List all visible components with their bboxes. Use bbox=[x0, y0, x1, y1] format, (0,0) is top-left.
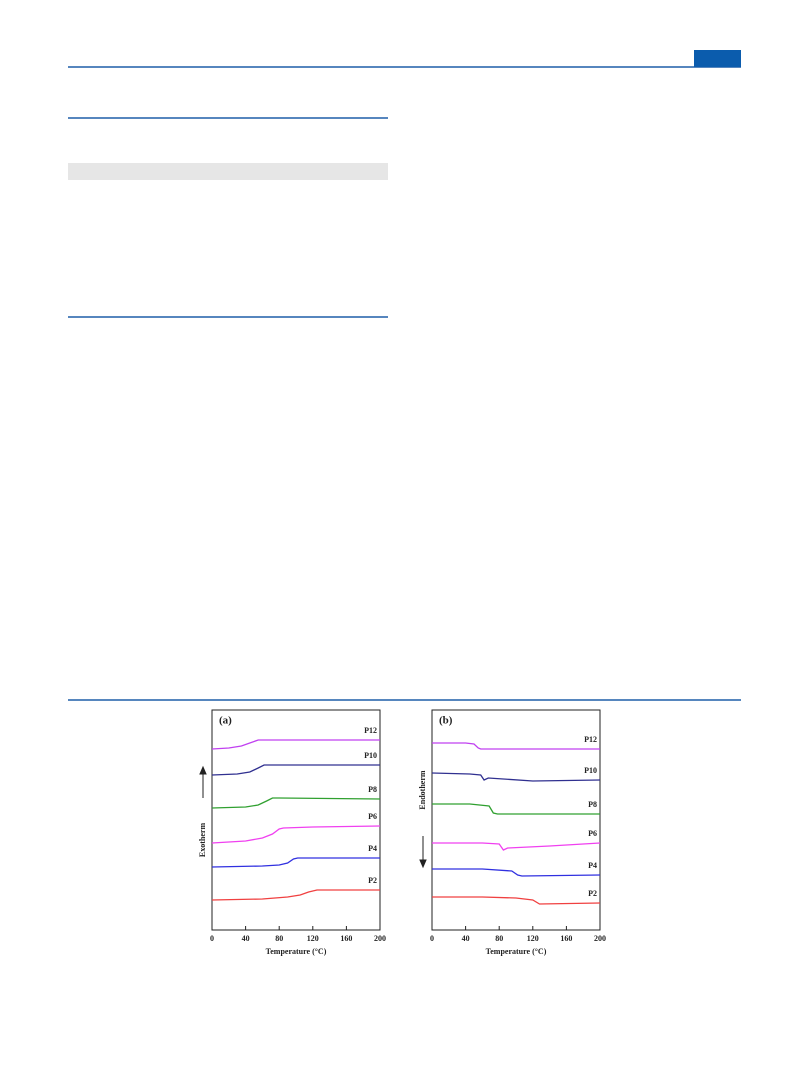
x-tick-label: 0 bbox=[430, 934, 434, 943]
arrow-down bbox=[419, 836, 427, 869]
curve bbox=[432, 742, 600, 750]
table-band bbox=[68, 163, 388, 180]
arrow-up bbox=[199, 765, 207, 798]
x-axis-label: Temperature (°C) bbox=[486, 947, 547, 956]
curve-label: P12 bbox=[364, 726, 377, 735]
curve-label: P4 bbox=[368, 844, 377, 853]
x-tick-label: 200 bbox=[374, 934, 386, 943]
curve bbox=[211, 825, 381, 844]
x-axis-label: Temperature (°C) bbox=[266, 947, 327, 956]
x-tick-label: 120 bbox=[527, 934, 539, 943]
plot-frame bbox=[431, 709, 601, 931]
curve bbox=[211, 797, 381, 809]
plot-frame bbox=[211, 709, 381, 931]
curve-label: P8 bbox=[368, 785, 377, 794]
x-tick-label: 200 bbox=[594, 934, 606, 943]
x-tick-label: 160 bbox=[560, 934, 572, 943]
x-tick-label: 80 bbox=[495, 934, 503, 943]
curve bbox=[211, 857, 380, 868]
x-tick-label: 80 bbox=[275, 934, 283, 943]
x-tick-label: 120 bbox=[307, 934, 319, 943]
x-tick-label: 160 bbox=[340, 934, 352, 943]
curve-label: P2 bbox=[588, 889, 597, 898]
panel-label: (a) bbox=[219, 715, 232, 727]
curve bbox=[432, 868, 601, 877]
curve-label: P6 bbox=[588, 829, 597, 838]
curve-label: P6 bbox=[368, 812, 377, 821]
curve bbox=[432, 896, 601, 905]
curve-label: P10 bbox=[584, 766, 597, 775]
panel-label: (b) bbox=[439, 715, 453, 727]
x-tick-label: 40 bbox=[462, 934, 470, 943]
y-axis-label: Exotherm bbox=[198, 823, 207, 858]
curve bbox=[211, 739, 380, 750]
curve bbox=[432, 842, 601, 851]
curve-label: P4 bbox=[588, 861, 597, 870]
curve bbox=[211, 764, 380, 776]
curve bbox=[431, 772, 601, 782]
curve bbox=[211, 889, 380, 901]
x-tick-label: 0 bbox=[210, 934, 214, 943]
curve-label: P8 bbox=[588, 800, 597, 809]
y-axis-label: Endotherm bbox=[418, 770, 427, 809]
header-badge bbox=[694, 50, 741, 67]
x-tick-label: 40 bbox=[242, 934, 250, 943]
curve bbox=[432, 803, 600, 815]
curve-label: P2 bbox=[368, 876, 377, 885]
curve-label: P10 bbox=[364, 751, 377, 760]
curve-label: P12 bbox=[584, 735, 597, 744]
